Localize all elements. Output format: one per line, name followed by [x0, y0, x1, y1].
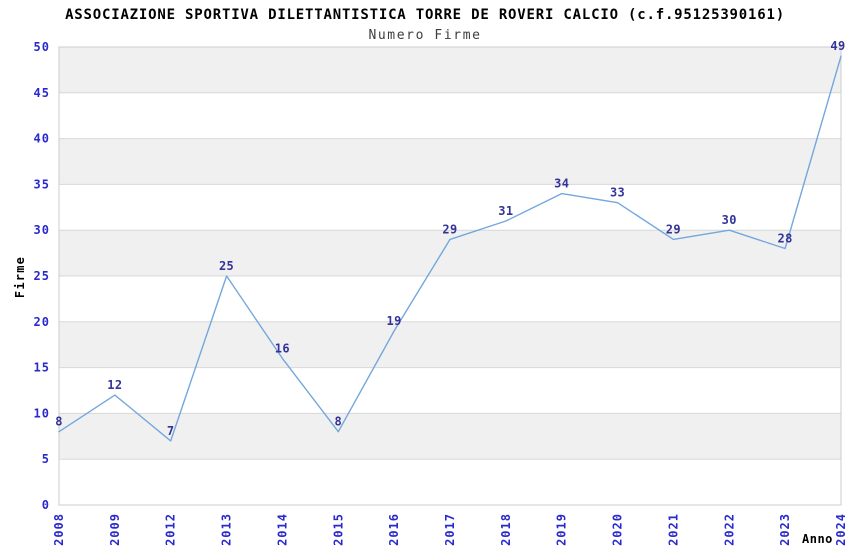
chart-title: ASSOCIAZIONE SPORTIVA DILETTANTISTICA TO… [65, 7, 785, 23]
y-tick-label: 30 [34, 223, 50, 237]
data-label: 49 [830, 39, 845, 53]
data-label: 12 [107, 378, 122, 392]
data-label: 34 [554, 177, 569, 191]
chart-band [59, 230, 841, 276]
x-tick-label: 2020 [611, 513, 625, 546]
x-tick-label: 2021 [666, 513, 680, 546]
x-tick-label: 2015 [331, 513, 345, 546]
data-label: 8 [55, 415, 63, 429]
x-tick-label: 2014 [275, 513, 289, 546]
y-tick-label: 50 [34, 40, 50, 54]
data-label: 16 [275, 341, 290, 355]
x-tick-label: 2024 [834, 513, 848, 546]
x-tick-label: 2018 [499, 513, 513, 546]
y-tick-label: 45 [34, 86, 50, 100]
y-tick-label: 10 [34, 406, 50, 420]
x-axis-title: Anno [802, 532, 833, 546]
chart-subtitle: Numero Firme [368, 28, 482, 43]
data-label: 29 [442, 222, 457, 236]
y-tick-label: 40 [34, 132, 50, 146]
chart-band [59, 47, 841, 93]
chart-band [59, 413, 841, 460]
y-tick-label: 5 [42, 452, 50, 466]
x-tick-label: 2023 [778, 513, 792, 546]
y-tick-label: 0 [42, 498, 50, 512]
plot-border [58, 46, 842, 506]
x-tick-label: 2013 [220, 513, 234, 546]
y-tick-label: 25 [34, 269, 50, 283]
x-tick-label: 2009 [108, 513, 122, 546]
x-tick-label: 2008 [52, 513, 66, 546]
x-tick-label: 2016 [387, 513, 401, 546]
y-tick-label: 15 [34, 361, 50, 375]
chart-band [59, 321, 841, 368]
chart-band [59, 138, 841, 185]
data-label: 33 [610, 186, 625, 200]
data-label: 30 [722, 213, 737, 227]
y-tick-label: 20 [34, 315, 50, 329]
data-label: 25 [219, 259, 234, 273]
data-line [58, 55, 842, 442]
x-tick-label: 2017 [443, 513, 457, 546]
data-label: 31 [498, 204, 513, 218]
data-label: 8 [334, 415, 342, 429]
x-tick-label: 2019 [555, 513, 569, 546]
y-tick-label: 35 [34, 177, 50, 191]
data-label: 29 [666, 222, 681, 236]
x-tick-label: 2012 [164, 513, 178, 546]
data-label: 19 [387, 314, 402, 328]
x-tick-label: 2022 [722, 513, 736, 546]
data-label: 28 [778, 232, 793, 246]
data-label: 7 [167, 424, 175, 438]
